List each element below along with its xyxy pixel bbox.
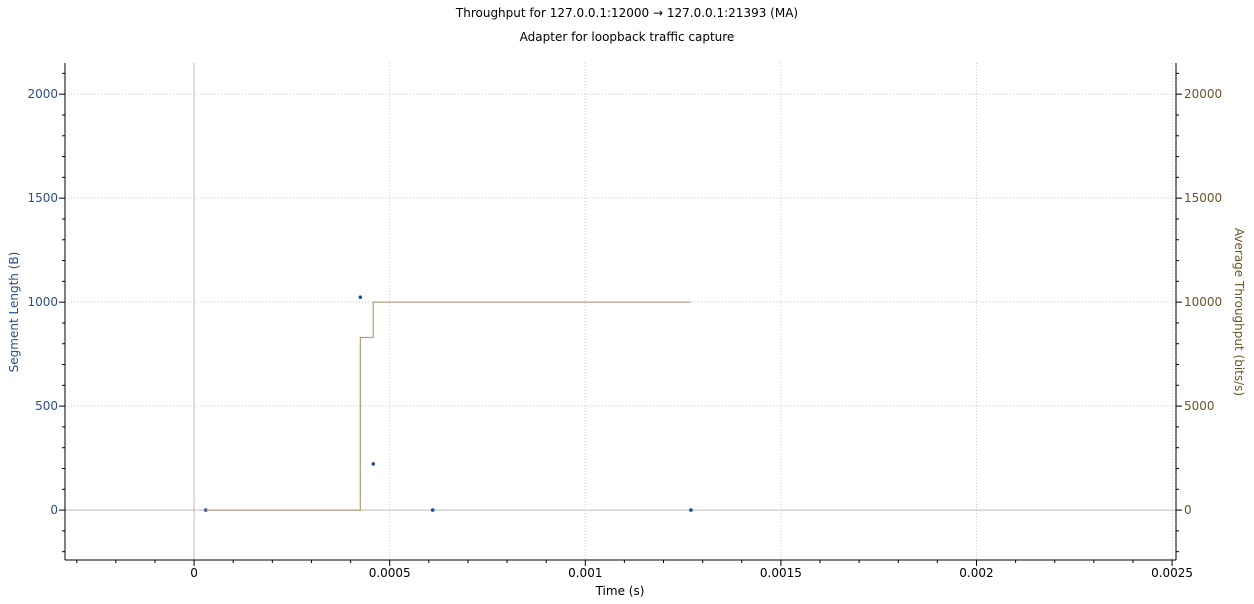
axes: [64, 63, 1177, 561]
y-left-tick-label: 1500: [27, 191, 58, 205]
y-right-tick-label: 20000: [1184, 87, 1222, 101]
x-tick-label: 0.001: [568, 566, 602, 580]
segment-point: [371, 462, 376, 466]
x-tick-label: 0.002: [959, 566, 993, 580]
y-right-tick-label: 15000: [1184, 191, 1222, 205]
throughput-step-line: [205, 301, 691, 511]
y-right-tick-label: 10000: [1184, 295, 1222, 309]
y-left-tick-label: 2000: [27, 87, 58, 101]
x-tick-label: 0: [190, 566, 198, 580]
segment-point: [358, 295, 363, 299]
x-tick-label: 0.0015: [760, 566, 802, 580]
y-left-axis-label: Segment Length (B): [7, 252, 21, 373]
chart-subtitle: Adapter for loopback traffic capture: [520, 30, 735, 44]
tick-labels: 0 0.0005 0.001 0.0015 0.002 0.0025 0 500 1000 150…: [27, 87, 1222, 580]
x-tick-label: 0.0025: [1151, 566, 1193, 580]
x-tick-label: 0.0005: [369, 566, 411, 580]
y-left-tick-label: 500: [35, 399, 58, 413]
x-axis-label: Time (s): [595, 584, 645, 598]
y-left-tick-label: 0: [50, 503, 58, 517]
grid-lines: [65, 63, 1176, 560]
chart-title: Throughput for 127.0.0.1:12000 → 127.0.0…: [455, 6, 798, 20]
y-left-tick-label: 1000: [27, 295, 58, 309]
data-series: [204, 295, 693, 512]
y-right-tick-label: 0: [1184, 503, 1192, 517]
segment-point: [430, 508, 435, 512]
segment-point: [689, 508, 693, 512]
tick-marks: [59, 72, 1182, 566]
y-right-axis-label: Average Throughput (bits/s): [1232, 228, 1246, 396]
y-right-tick-label: 5000: [1184, 399, 1215, 413]
